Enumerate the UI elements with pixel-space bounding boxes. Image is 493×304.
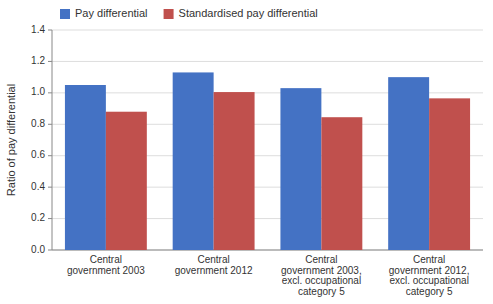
y-tick-label: 0.0 xyxy=(31,244,45,255)
y-tick-label: 0.4 xyxy=(31,181,45,192)
x-tick-label-line: Central xyxy=(90,254,122,265)
y-tick xyxy=(48,187,52,188)
grid-line xyxy=(52,61,483,62)
x-tick-label-line: Central xyxy=(305,254,337,265)
x-tick-label-line: category 5 xyxy=(406,286,453,297)
legend-label: Standardised pay differential xyxy=(179,7,318,19)
bar xyxy=(280,88,321,250)
legend-swatch xyxy=(164,9,174,19)
y-tick xyxy=(48,250,52,251)
x-tick-label: Centralgovernment 2012,excl. occupationa… xyxy=(389,254,470,297)
y-axis-line xyxy=(52,30,53,250)
axes: 0.00.20.40.60.81.01.21.4Centralgovernmen… xyxy=(31,24,483,297)
y-tick-label: 1.0 xyxy=(31,86,45,97)
y-tick xyxy=(48,218,52,219)
legend-swatch xyxy=(60,9,70,19)
y-tick xyxy=(48,61,52,62)
grid-line xyxy=(52,30,483,31)
x-tick-label-line: government 2012 xyxy=(175,265,253,276)
chart: 0.00.20.40.60.81.01.21.4Centralgovernmen… xyxy=(0,0,493,304)
y-tick xyxy=(48,30,52,31)
x-tick-label-line: government 2012, xyxy=(389,265,470,276)
bar xyxy=(65,85,106,250)
x-tick-label-line: Central xyxy=(413,254,445,265)
bar xyxy=(173,72,214,250)
y-tick-label: 0.8 xyxy=(31,118,45,129)
legend-label: Pay differential xyxy=(75,7,148,19)
y-tick-label: 1.2 xyxy=(31,55,45,66)
y-tick xyxy=(48,92,52,93)
x-tick-label-line: category 5 xyxy=(298,286,345,297)
y-tick xyxy=(48,124,52,125)
bar xyxy=(106,112,147,250)
x-tick-label: Centralgovernment 2012 xyxy=(175,254,253,276)
y-tick xyxy=(48,155,52,156)
x-tick-label: Centralgovernment 2003,excl. occupationa… xyxy=(281,254,362,297)
y-tick-label: 0.6 xyxy=(31,149,45,160)
x-tick-label-line: government 2003 xyxy=(67,265,145,276)
x-tick-label-line: government 2003, xyxy=(281,265,362,276)
x-tick-label-line: excl. occupational xyxy=(389,275,469,286)
y-axis-label: Ratio of pay differential xyxy=(5,84,17,196)
legend: Pay differential Standardised pay differe… xyxy=(60,7,318,19)
bar xyxy=(321,117,362,250)
x-tick-label: Centralgovernment 2003 xyxy=(67,254,145,276)
y-tick-label: 0.2 xyxy=(31,212,45,223)
y-tick-label: 1.4 xyxy=(31,24,45,35)
bar xyxy=(388,77,429,250)
bar xyxy=(429,98,470,250)
x-tick-label-line: excl. occupational xyxy=(282,275,362,286)
bars xyxy=(65,72,470,250)
bar xyxy=(214,92,255,250)
grid xyxy=(52,30,483,250)
x-tick-label-line: Central xyxy=(198,254,230,265)
